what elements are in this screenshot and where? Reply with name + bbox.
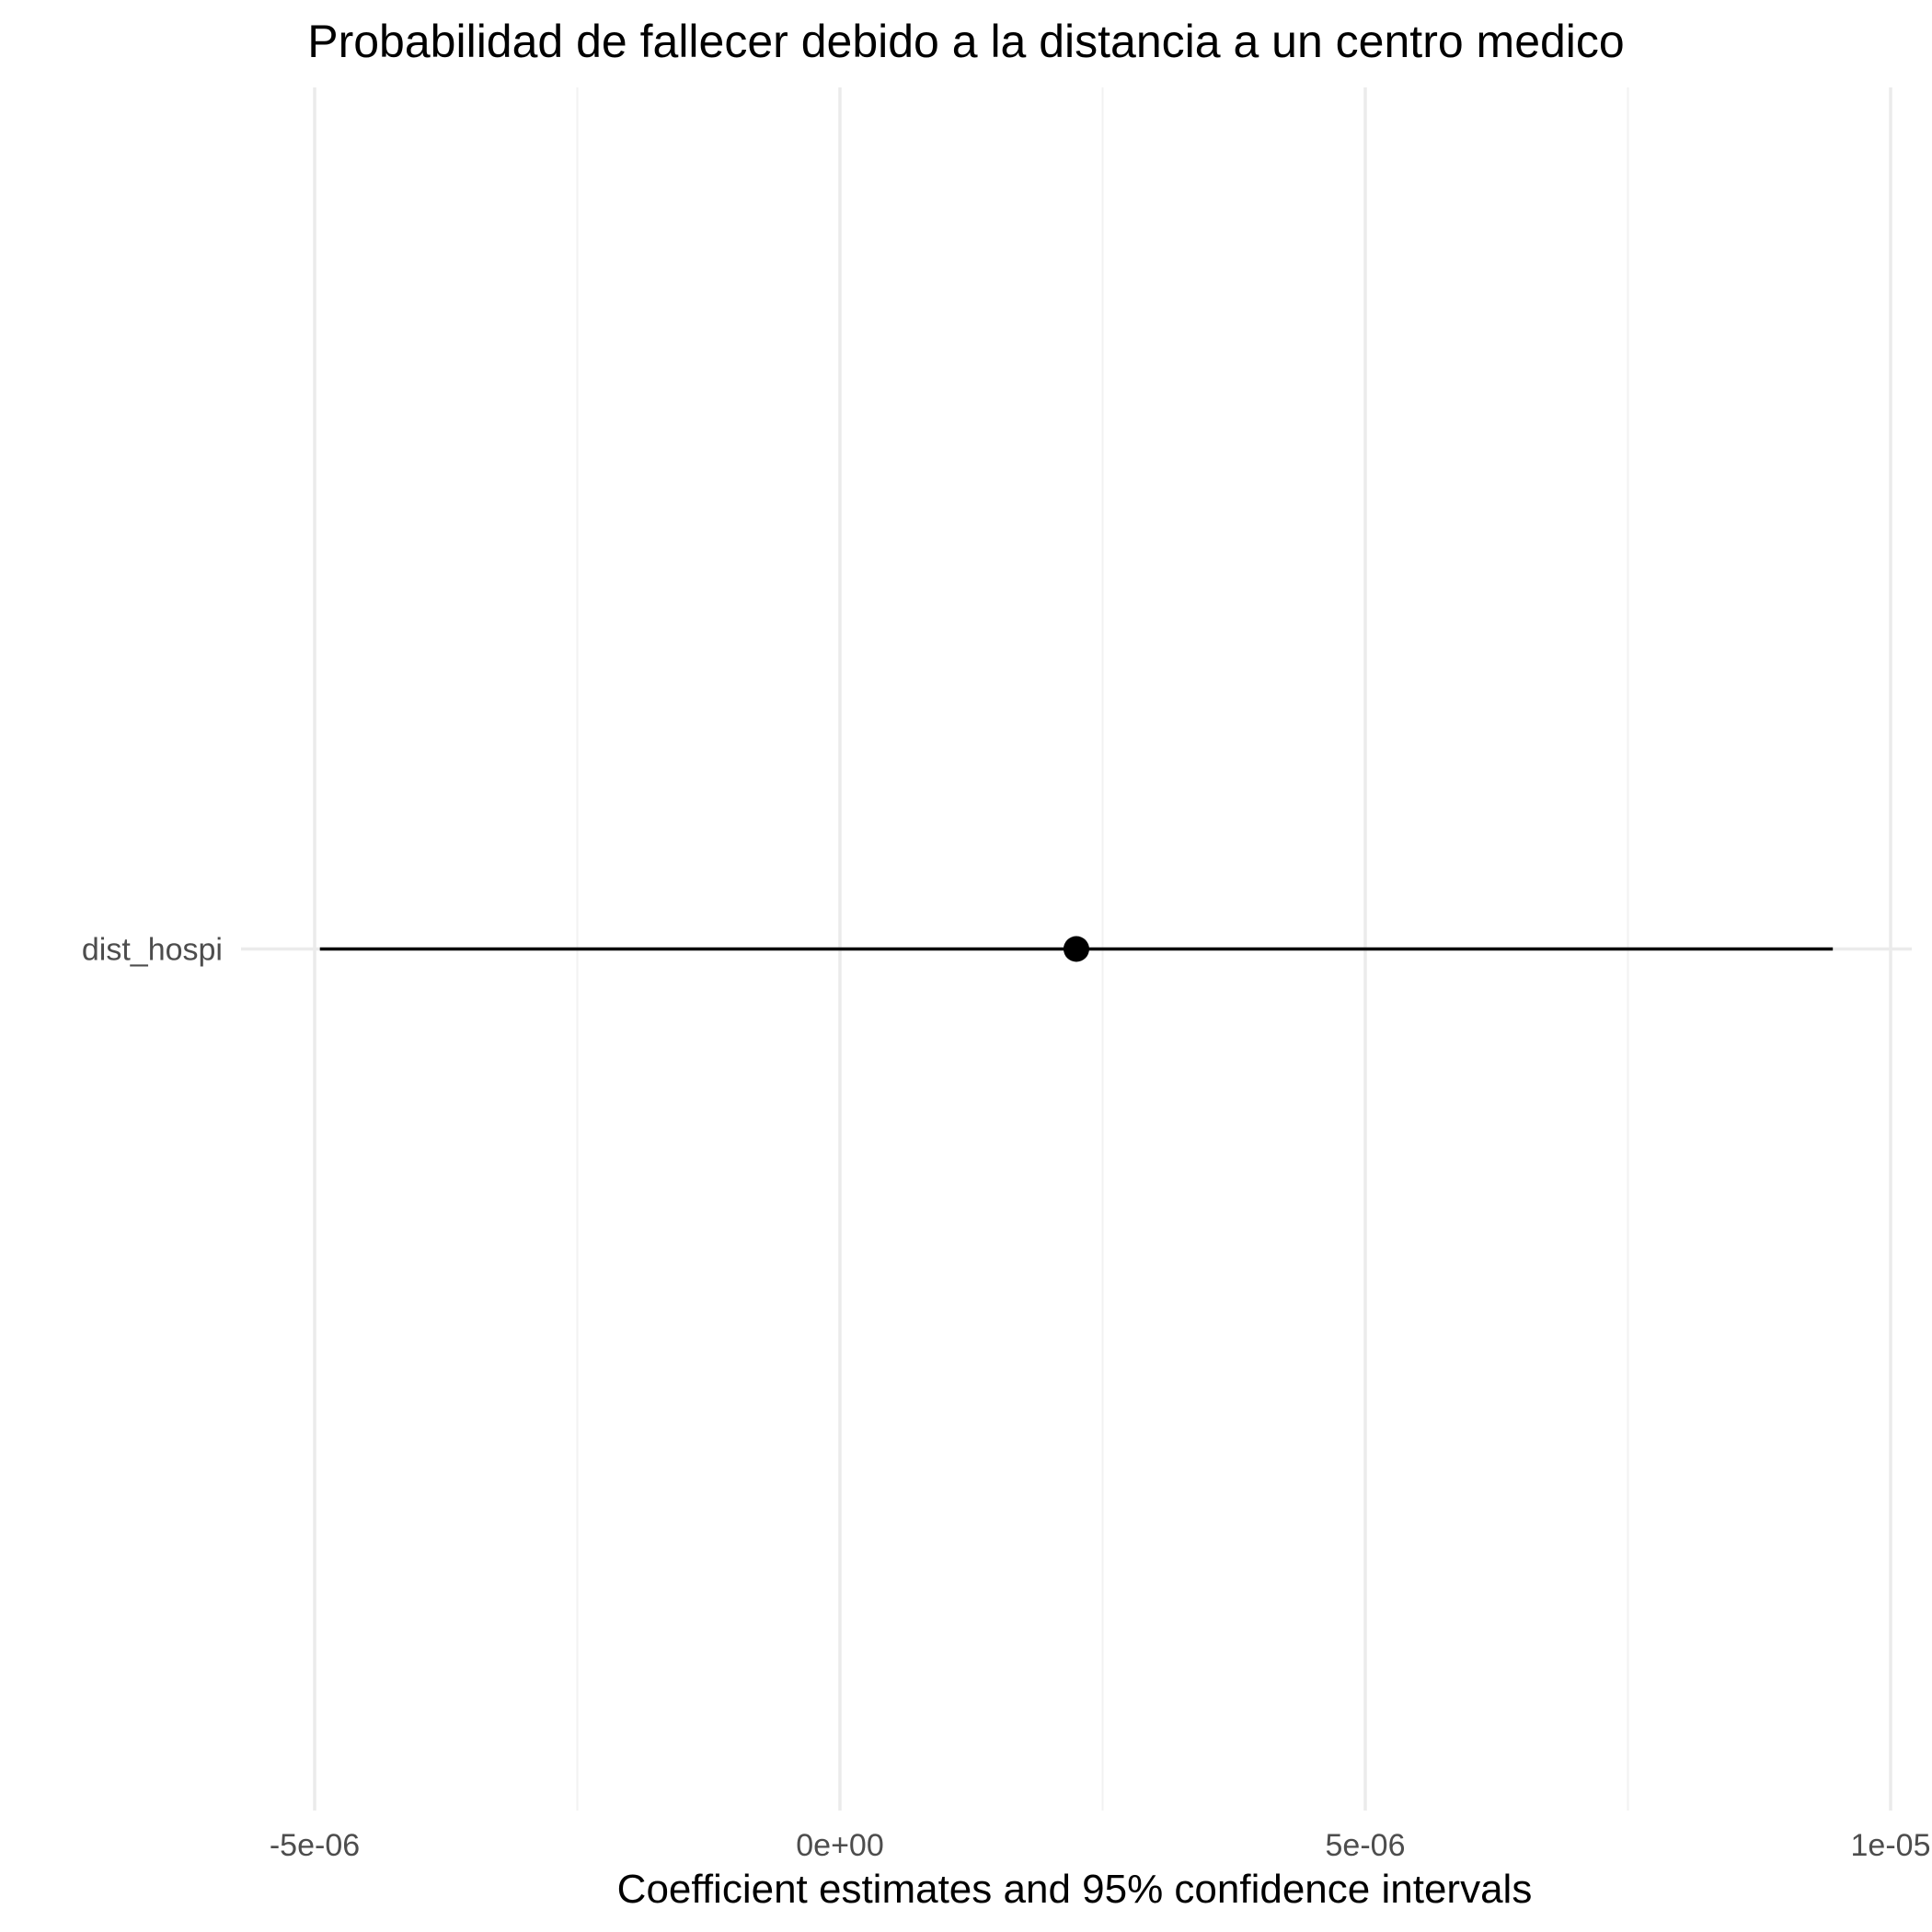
x-tick-label-3: 1e-05 [1851,1828,1931,1863]
x-tick-label-0: -5e-06 [270,1828,360,1863]
x-tick-layer: -5e-06 0e+00 5e-06 1e-05 [270,1828,1931,1863]
estimate-point-dist_hospi [1063,936,1089,962]
chart-title: Probabilidad de fallecer debido a la dis… [307,16,1624,67]
mark-layer [319,936,1834,962]
y-tick-layer: dist_hospi [82,933,223,968]
x-tick-label-1: 0e+00 [796,1828,884,1863]
y-tick-label-dist_hospi: dist_hospi [82,933,223,968]
x-tick-label-2: 5e-06 [1326,1828,1406,1863]
x-axis-title: Coefficient estimates and 95% confidence… [617,1867,1533,1912]
